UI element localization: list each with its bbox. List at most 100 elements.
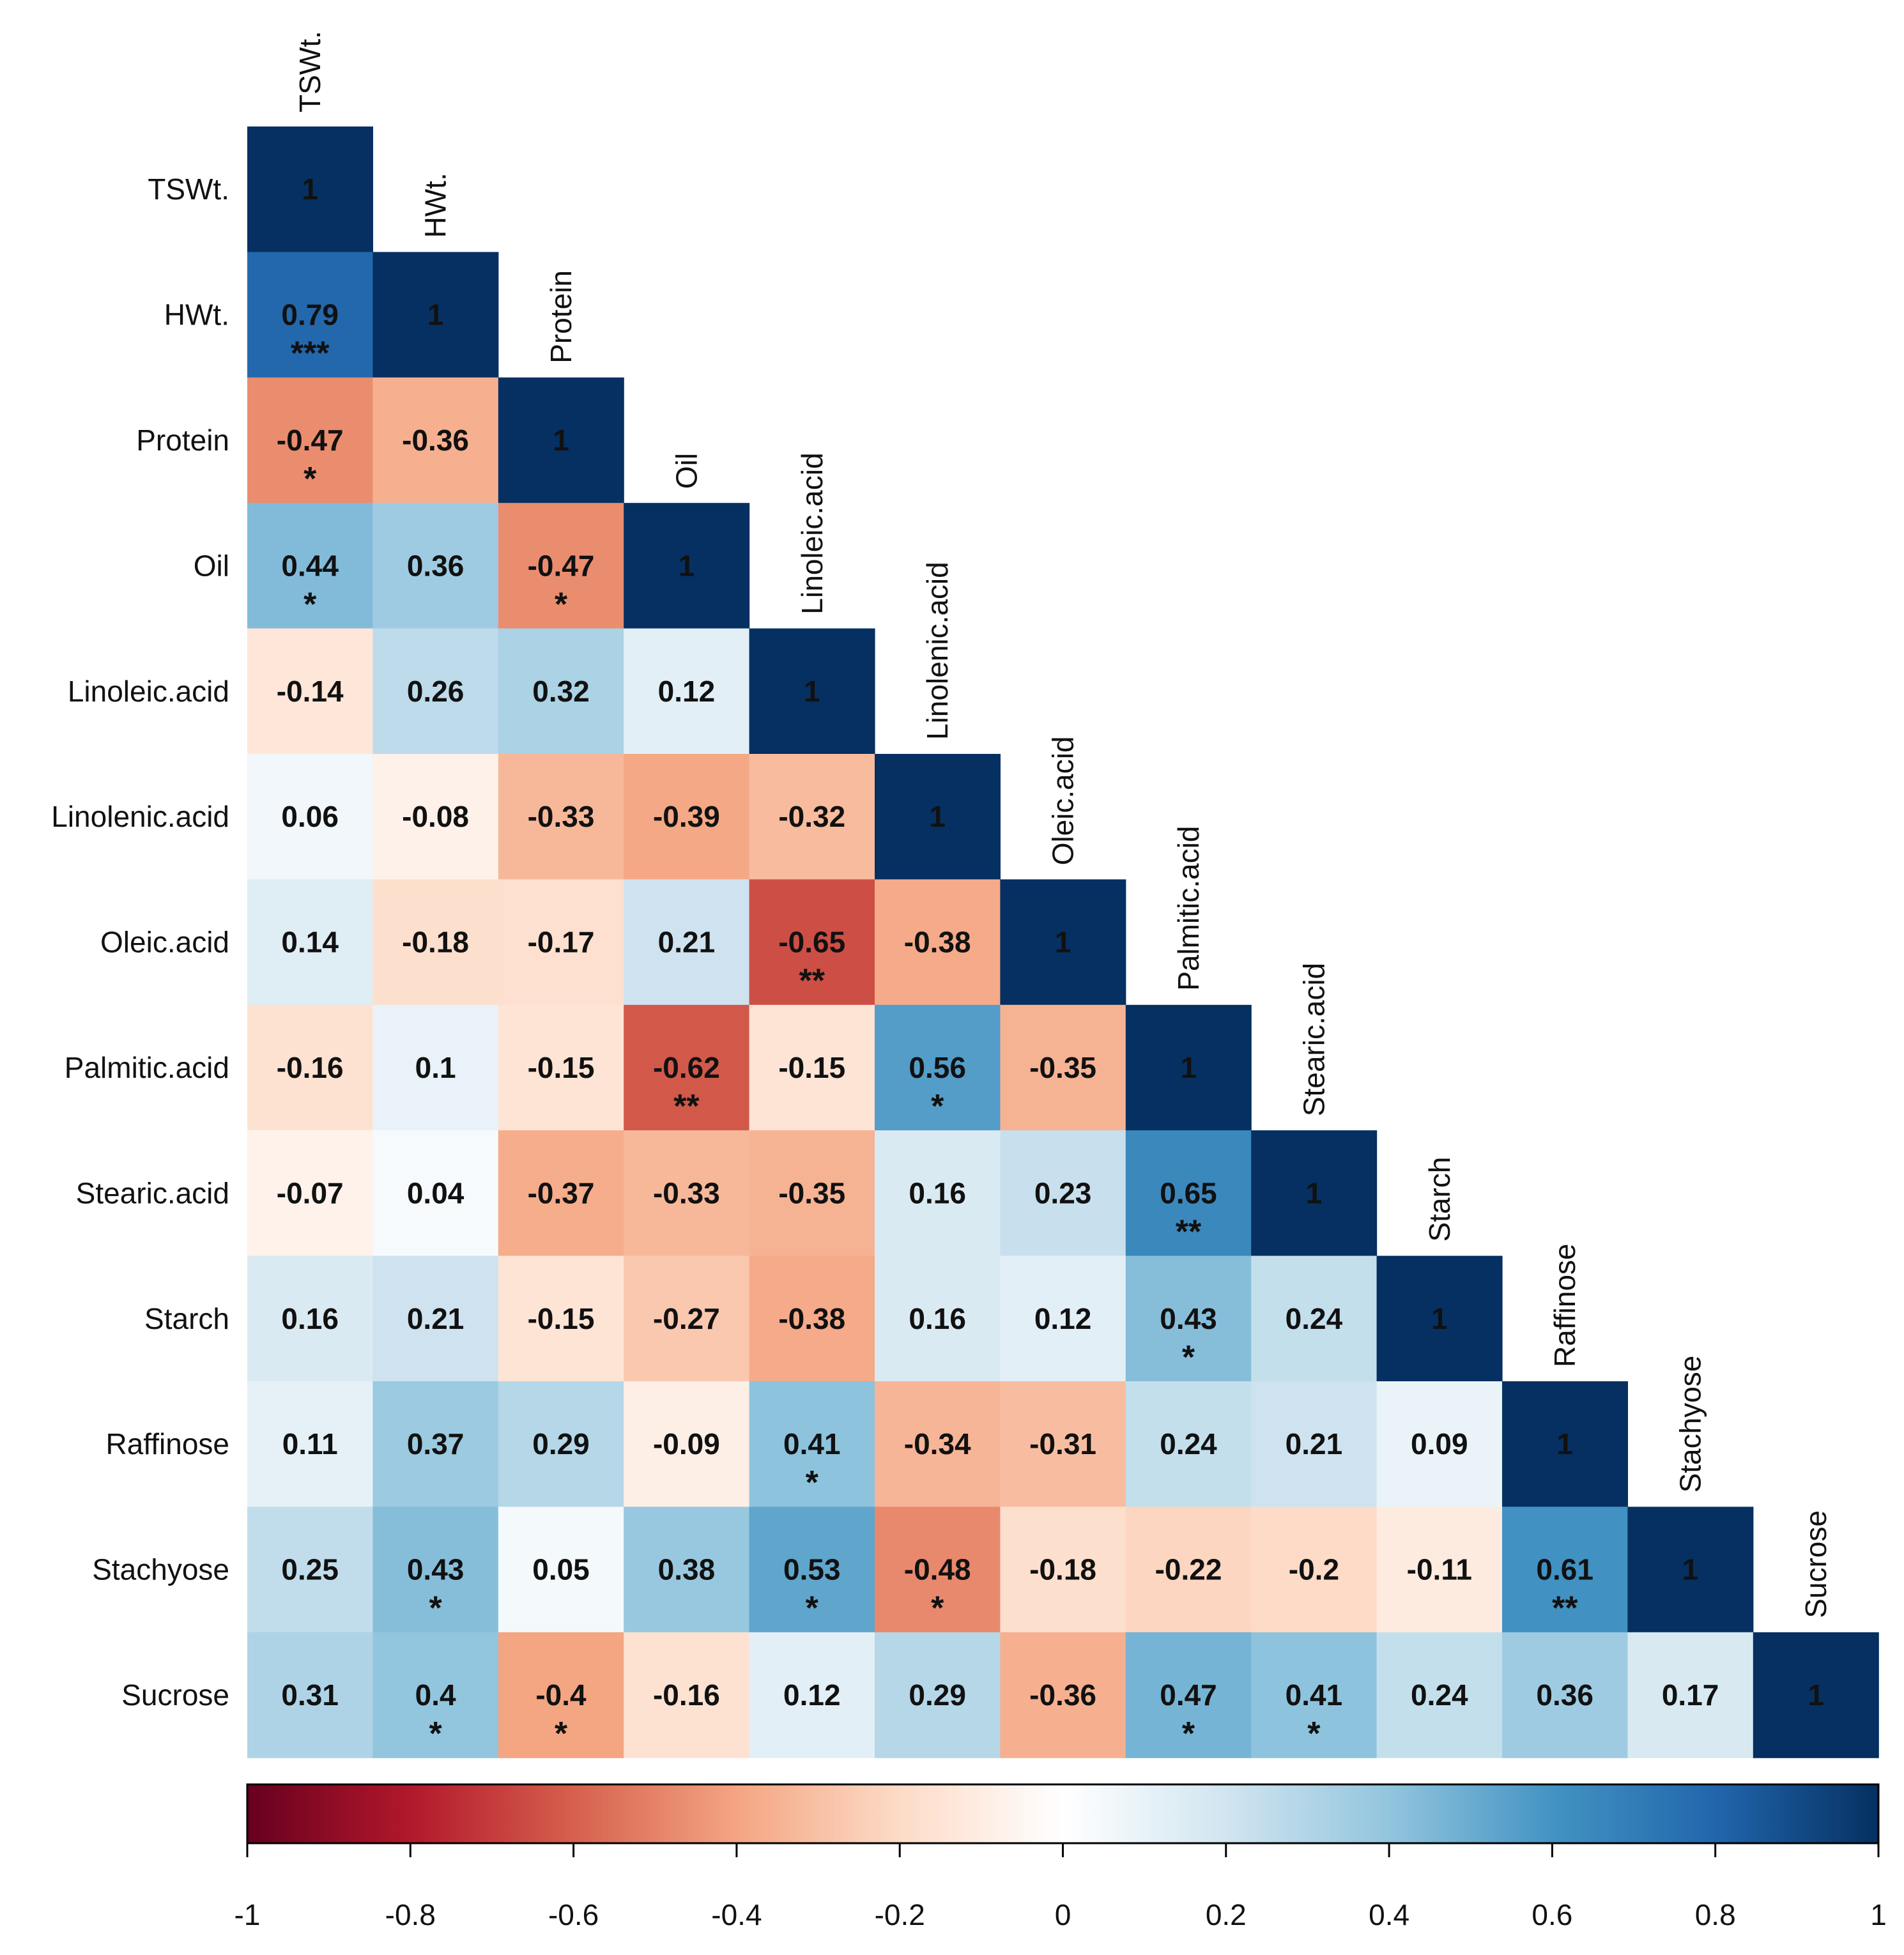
significance-marker: * bbox=[429, 1715, 442, 1752]
cell-value-label: -0.35 bbox=[1029, 1051, 1096, 1084]
heatmap-cell bbox=[247, 252, 373, 378]
heatmap-cell bbox=[749, 879, 875, 1006]
heatmap-cell bbox=[875, 1130, 1001, 1257]
significance-marker: * bbox=[555, 586, 568, 623]
cell-value-label: 0.06 bbox=[281, 800, 339, 833]
cell-value-label: 0.12 bbox=[783, 1678, 841, 1712]
heatmap-cell bbox=[247, 628, 373, 755]
heatmap-cell bbox=[498, 879, 624, 1006]
cell-value-label: 0.29 bbox=[909, 1678, 966, 1712]
cell-value-label: 0.43 bbox=[1160, 1302, 1217, 1335]
colorbar-tick-label: 0.2 bbox=[1206, 1898, 1247, 1931]
cell-value-label: 0.24 bbox=[1286, 1302, 1343, 1335]
heatmap-cell bbox=[749, 1130, 875, 1257]
significance-marker: * bbox=[429, 1590, 442, 1627]
heatmap-cell bbox=[875, 1381, 1001, 1507]
heatmap-cell bbox=[498, 754, 624, 880]
cell-value-label: 1 bbox=[929, 800, 946, 833]
heatmap-cell bbox=[1125, 1506, 1252, 1633]
heatmap-cell bbox=[247, 879, 373, 1006]
heatmap-cell bbox=[247, 1381, 373, 1507]
cell-value-label: -0.48 bbox=[904, 1553, 971, 1586]
heatmap-cell bbox=[1502, 1506, 1628, 1633]
cell-value-label: 0.16 bbox=[909, 1302, 966, 1335]
column-label: HWt. bbox=[419, 172, 452, 238]
cell-value-label: 0.4 bbox=[415, 1678, 456, 1712]
heatmap-cell bbox=[1000, 1255, 1126, 1382]
column-label: Oil bbox=[670, 453, 703, 489]
heatmap-cell bbox=[749, 1632, 875, 1758]
heatmap-cell bbox=[875, 1004, 1001, 1131]
heatmap-cell bbox=[624, 503, 750, 629]
cell-value-label: 0.32 bbox=[532, 675, 590, 708]
significance-marker: * bbox=[303, 586, 317, 623]
cell-value-label: 0.31 bbox=[281, 1678, 339, 1712]
cell-value-label: 1 bbox=[427, 298, 444, 332]
cell-value-label: 1 bbox=[1180, 1051, 1197, 1084]
heatmap-cell bbox=[1000, 879, 1126, 1006]
heatmap-cell bbox=[247, 1632, 373, 1758]
cell-value-label: -0.34 bbox=[904, 1427, 971, 1460]
heatmap-cell bbox=[1125, 1632, 1252, 1758]
cell-value-label: 1 bbox=[804, 675, 820, 708]
significance-marker: * bbox=[806, 1464, 819, 1501]
heatmap-cell bbox=[1000, 1130, 1126, 1257]
cell-value-label: 0.41 bbox=[1286, 1678, 1343, 1712]
row-label: Stachyose bbox=[92, 1553, 229, 1586]
heatmap-cell bbox=[372, 754, 499, 880]
cell-value-label: 0.23 bbox=[1034, 1176, 1092, 1209]
cell-value-label: -0.47 bbox=[528, 549, 595, 582]
heatmap-cell bbox=[624, 1255, 750, 1382]
heatmap-cell bbox=[1000, 1381, 1126, 1507]
cell-value-label: 0.44 bbox=[281, 549, 339, 582]
cell-value-label: -0.16 bbox=[277, 1051, 344, 1084]
row-label: Linolenic.acid bbox=[51, 800, 229, 833]
heatmap-cell bbox=[372, 1130, 499, 1257]
heatmap-cell bbox=[1627, 1506, 1754, 1633]
heatmap-cell bbox=[875, 754, 1001, 880]
heatmap-cell bbox=[749, 1381, 875, 1507]
heatmap-cell bbox=[1753, 1632, 1879, 1758]
cell-value-label: -0.17 bbox=[528, 926, 595, 959]
cell-value-label: 1 bbox=[553, 424, 569, 457]
cell-value-label: 0.38 bbox=[658, 1553, 716, 1586]
cell-value-label: 0.25 bbox=[281, 1553, 339, 1586]
heatmap-cell bbox=[875, 879, 1001, 1006]
colorbar-tick-label: -0.6 bbox=[548, 1898, 599, 1931]
heatmap-cell bbox=[498, 1506, 624, 1633]
significance-marker: ** bbox=[673, 1088, 700, 1125]
heatmap-cell bbox=[498, 628, 624, 755]
heatmap-cell bbox=[372, 1255, 499, 1382]
cell-value-label: 0.12 bbox=[1034, 1302, 1092, 1335]
cell-value-label: -0.65 bbox=[778, 926, 845, 959]
cell-value-label: -0.16 bbox=[653, 1678, 720, 1712]
row-label: Sucrose bbox=[121, 1678, 229, 1712]
column-label: Raffinose bbox=[1548, 1243, 1581, 1367]
heatmap-cell bbox=[1125, 1004, 1252, 1131]
heatmap-cell bbox=[875, 1506, 1001, 1633]
heatmap-cell bbox=[624, 1506, 750, 1633]
column-label: Linolenic.acid bbox=[921, 562, 954, 740]
colorbar-ticks: -1 -0.8 -0.6 -0.4 -0.2 0 0.2 0.4 0.6 0.8 1 bbox=[234, 1843, 1887, 1931]
heatmap-cell bbox=[247, 754, 373, 880]
heatmap-cell bbox=[372, 1381, 499, 1507]
heatmap-cell bbox=[1251, 1381, 1378, 1507]
heatmap-cell bbox=[247, 1004, 373, 1131]
cell-value-label: 0.65 bbox=[1160, 1176, 1217, 1209]
cell-value-label: -0.62 bbox=[653, 1051, 720, 1084]
cell-value-label: 1 bbox=[1682, 1553, 1699, 1586]
colorbar-tick-label: 0 bbox=[1055, 1898, 1071, 1931]
cell-value-label: -0.36 bbox=[1029, 1678, 1096, 1712]
column-label: Palmitic.acid bbox=[1172, 826, 1205, 991]
row-label: Palmitic.acid bbox=[65, 1051, 229, 1084]
column-label: Oleic.acid bbox=[1047, 736, 1080, 865]
cell-value-label: -0.18 bbox=[402, 926, 469, 959]
heatmap-cell bbox=[1251, 1632, 1378, 1758]
heatmap-cell bbox=[749, 1255, 875, 1382]
cell-value-label: -0.37 bbox=[528, 1176, 595, 1209]
column-label: Linoleic.acid bbox=[795, 452, 829, 614]
heatmap-cell bbox=[498, 1381, 624, 1507]
row-label: Oleic.acid bbox=[100, 926, 229, 959]
heatmap-cell bbox=[1000, 1506, 1126, 1633]
cell-value-label: -0.18 bbox=[1029, 1553, 1096, 1586]
